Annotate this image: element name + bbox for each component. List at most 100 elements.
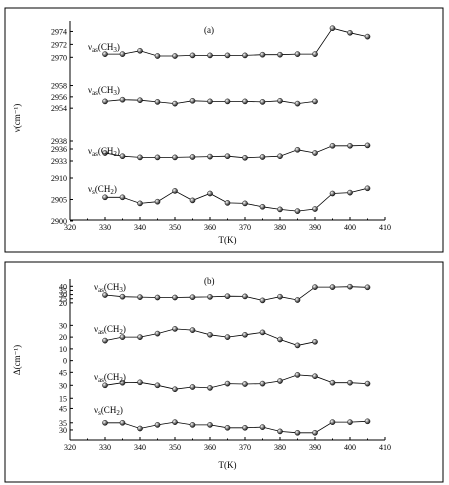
- data-point: [137, 294, 143, 300]
- series-line: [104, 145, 368, 159]
- x-tick-label: 350: [169, 443, 181, 452]
- data-point: [242, 381, 248, 387]
- data-point: [329, 190, 336, 197]
- y-tick-label: 2933: [51, 157, 67, 166]
- data-point: [294, 100, 301, 107]
- series-label: νas(CH2): [94, 324, 126, 336]
- data-point: [154, 53, 161, 59]
- y-tick-label: 2970: [51, 53, 67, 62]
- data-point: [189, 197, 196, 204]
- data-point: [312, 51, 318, 57]
- data-point: [329, 284, 336, 290]
- data-point: [137, 334, 143, 340]
- panel-a: (a) 320 330 340 350 360 370 380 390 400 410 T(K) ν(c…: [4, 7, 444, 253]
- data-point: [242, 98, 248, 105]
- data-point: [277, 428, 283, 435]
- series-3: 2900 2905 2910 νs(CH2): [51, 174, 371, 226]
- x-axis-label: T(K): [219, 460, 237, 470]
- x-tick-label: 340: [134, 223, 146, 232]
- x-tick-label: 370: [239, 223, 251, 232]
- data-point: [189, 327, 196, 333]
- data-point: [119, 379, 126, 386]
- y-tick-label: 2938: [51, 137, 67, 146]
- series-1: 2954 2956 2958 νas(CH3): [51, 82, 318, 113]
- data-point: [242, 424, 248, 431]
- data-point: [294, 372, 301, 378]
- y-tick-label: 30: [59, 381, 67, 390]
- data-point: [259, 297, 266, 304]
- y-tick-label: 30: [59, 291, 67, 300]
- data-point: [294, 429, 301, 436]
- y-tick-label: 35: [59, 419, 67, 428]
- data-point: [224, 98, 231, 105]
- y-tick-label: 2936: [51, 145, 67, 154]
- x-axis-label: T(K): [219, 235, 237, 245]
- x-tick-label: 380: [274, 443, 286, 452]
- data-point: [172, 154, 178, 161]
- y-tick-label: 45: [59, 368, 67, 377]
- data-point: [154, 330, 161, 337]
- data-point: [347, 419, 353, 425]
- data-point: [329, 142, 336, 149]
- x-tick-label: 350: [169, 223, 181, 232]
- y-tick-label: 20: [59, 333, 67, 342]
- panel-b: (b)320 330 340 350 360 370 380 390 400 410T(K)Δ(c…: [4, 261, 444, 483]
- data-point: [347, 29, 353, 36]
- data-point: [189, 98, 196, 104]
- data-point: [364, 380, 371, 387]
- data-point: [207, 331, 213, 338]
- data-point: [119, 96, 126, 103]
- data-point: [364, 418, 371, 425]
- data-point: [364, 33, 371, 40]
- data-point: [102, 292, 108, 298]
- data-point: [259, 154, 266, 160]
- data-point: [172, 188, 178, 194]
- series-line: [105, 420, 368, 434]
- y-tick-label: 40: [59, 282, 67, 291]
- data-point: [347, 379, 353, 386]
- data-point: [347, 142, 353, 149]
- data-point: [189, 154, 196, 160]
- data-point: [102, 150, 108, 156]
- series-line: [104, 374, 368, 390]
- y-tick-label: 30: [59, 321, 67, 330]
- x-tick-label: 340: [134, 443, 146, 452]
- data-point: [137, 379, 143, 386]
- data-point: [207, 52, 213, 59]
- data-point: [224, 334, 231, 340]
- data-point: [312, 98, 318, 105]
- y-tick-label: 2974: [51, 27, 67, 36]
- data-point: [312, 284, 318, 290]
- x-tick-label: 370: [239, 443, 251, 452]
- data-point: [242, 293, 248, 300]
- data-point: [207, 294, 213, 300]
- series-0: 2970 2972 2974 νas(CH3): [51, 25, 371, 62]
- series-line: [105, 27, 368, 57]
- y-tick-label: 15: [59, 394, 67, 403]
- data-point: [329, 419, 336, 425]
- data-point: [242, 52, 248, 59]
- data-point: [172, 294, 178, 301]
- data-point: [172, 386, 178, 393]
- data-point: [207, 98, 213, 105]
- data-point: [137, 425, 143, 432]
- data-point: [154, 382, 161, 389]
- y-tick-label: 25: [59, 295, 67, 304]
- series-label: νas(CH3): [94, 282, 126, 294]
- data-point: [259, 329, 266, 336]
- data-point: [207, 153, 213, 160]
- data-point: [137, 200, 143, 207]
- data-point: [224, 424, 231, 431]
- data-point: [277, 336, 283, 343]
- data-point: [312, 429, 318, 436]
- data-point: [329, 379, 336, 386]
- data-point: [102, 98, 108, 105]
- series-label: νas(CH3): [88, 85, 120, 97]
- data-point: [347, 283, 353, 290]
- data-point: [154, 422, 161, 428]
- y-axis-label: Δ(cm⁻¹): [12, 345, 22, 375]
- x-tick-label: 390: [309, 223, 321, 232]
- data-point: [242, 154, 248, 161]
